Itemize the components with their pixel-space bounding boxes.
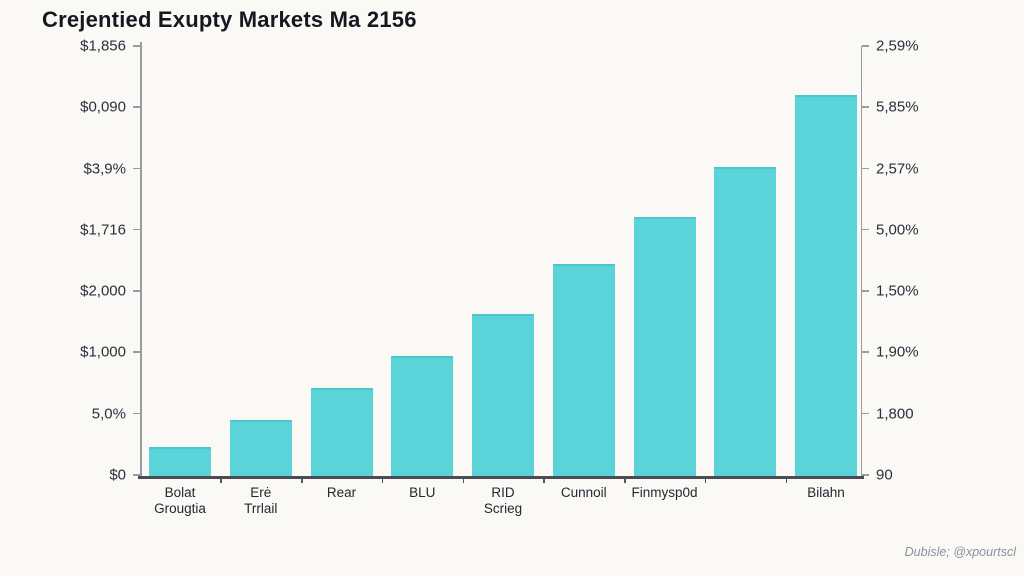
x-axis-label: RID Scrieg: [483, 485, 523, 516]
x-axis-label: Bilahn: [807, 485, 845, 500]
left-axis-tick: [133, 167, 140, 170]
left-axis-tick-label: $3,9%: [83, 160, 126, 178]
right-axis-tick-label: 1,800: [876, 405, 914, 423]
bar: [149, 446, 211, 476]
attribution-text: Dubisle; @xpourtscl: [904, 545, 1016, 559]
right-axis-tick: [862, 474, 869, 476]
left-axis-tick: [133, 474, 140, 476]
left-axis-tick: [133, 228, 140, 231]
x-axis-line: [138, 476, 864, 479]
bar: [633, 216, 696, 476]
right-axis-tick: [862, 45, 869, 47]
right-axis-tick-label: 2,59%: [876, 37, 919, 55]
x-axis-tick: [462, 478, 465, 483]
x-axis-label: Bolat Grougtia: [154, 485, 206, 516]
x-axis-tick: [301, 478, 303, 483]
bar: [229, 419, 292, 476]
right-axis-tick: [862, 351, 869, 353]
right-axis-tick: [862, 412, 869, 415]
left-axis-tick-label: $1,000: [80, 343, 126, 361]
right-axis-tick-label: 5,00%: [876, 221, 919, 239]
right-axis-tick-label: 90: [876, 466, 893, 484]
x-axis-label: Erė Trrlail: [244, 485, 278, 516]
x-axis-tick: [785, 478, 788, 483]
left-axis-tick-label: $2,000: [80, 282, 126, 300]
x-axis-label: Rear: [326, 485, 357, 500]
x-axis-label: Finmysp0d: [631, 485, 698, 500]
left-axis-tick: [133, 106, 140, 108]
x-axis-tick: [704, 478, 707, 483]
right-axis-tick: [862, 290, 869, 292]
x-axis-tick: [220, 478, 222, 483]
bar: [795, 94, 857, 476]
left-axis-tick: [133, 45, 140, 47]
right-axis-tick-label: 5,85%: [876, 98, 919, 116]
bar: [552, 263, 615, 476]
bar: [472, 314, 534, 476]
left-axis-tick: [133, 290, 140, 292]
left-axis-tick: [133, 412, 140, 415]
bar: [391, 355, 454, 476]
left-axis-tick-label: $0,090: [80, 98, 126, 116]
right-axis-tick: [862, 228, 869, 231]
left-axis-tick-label: $0: [109, 466, 126, 484]
x-axis-tick: [624, 478, 626, 483]
right-axis-tick: [862, 106, 869, 108]
x-axis-label: Cunnoil: [560, 485, 607, 500]
x-axis-label: BLU: [409, 485, 436, 500]
x-axis-tick: [381, 478, 384, 483]
left-axis-tick: [133, 351, 140, 353]
right-y-axis-line: [860, 46, 862, 478]
right-axis-tick-label: 2,57%: [876, 160, 919, 178]
plot-area: [138, 40, 864, 483]
left-y-axis-line: [140, 42, 142, 478]
x-axis-tick: [543, 478, 545, 483]
left-axis-tick-label: 5,0%: [91, 405, 126, 423]
chart-title: Crejentied Exupty Markets Ma 2156: [42, 7, 417, 32]
bar: [310, 388, 373, 476]
right-axis-tick-label: 1,50%: [876, 282, 919, 300]
right-axis-tick: [862, 167, 869, 170]
bar: [714, 167, 777, 476]
left-axis-tick-label: $1,716: [80, 221, 126, 239]
right-axis-tick-label: 1,90%: [876, 343, 919, 361]
left-axis-tick-label: $1,856: [80, 37, 126, 55]
